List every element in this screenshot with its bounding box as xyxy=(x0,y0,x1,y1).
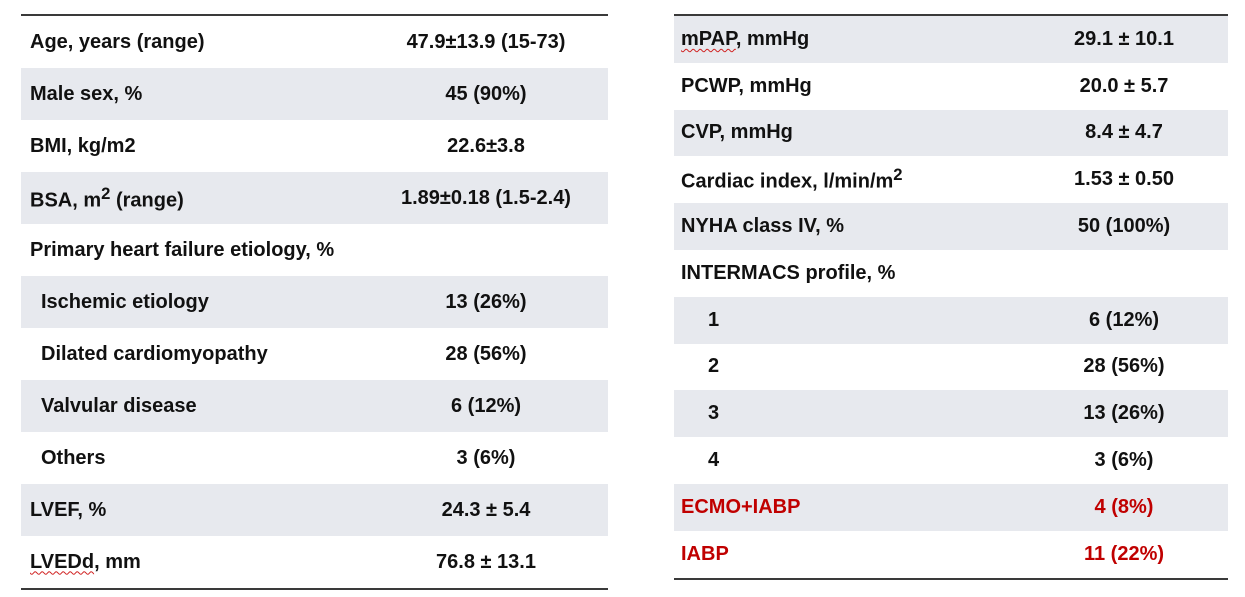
row-label: NYHA class IV, % xyxy=(681,215,845,238)
label-text: Cardiac index, l/min/m xyxy=(681,171,894,194)
row-value: 1.53 ± 0.50 xyxy=(1074,168,1174,191)
row-label: IABP xyxy=(681,542,729,565)
table-row-nyha: NYHA class IV, % 50 (100%) xyxy=(674,203,1228,250)
row-label: 3 xyxy=(708,402,720,425)
row-value: 24.3 ± 5.4 xyxy=(441,498,531,521)
table-row-etiology-header: Primary heart failure etiology, % xyxy=(21,224,608,276)
row-value: 13 (26%) xyxy=(445,290,527,313)
row-label: BSA, m2 (range) xyxy=(21,184,184,213)
table-row-lvedd: LVEDd, mm 76.8 ± 13.1 xyxy=(21,536,608,588)
label-superscript: 2 xyxy=(893,165,903,185)
row-label: Ischemic etiology xyxy=(41,290,209,313)
row-value: 22.6±3.8 xyxy=(447,134,525,157)
table-row-dilated: Dilated cardiomyopathy 28 (56%) xyxy=(21,328,608,380)
row-value: 6 (12%) xyxy=(1088,308,1160,331)
spellcheck-marked-text: LVEDd xyxy=(30,550,95,573)
table-row-intermacs-4: 4 3 (6%) xyxy=(674,437,1228,484)
row-label: CVP, mmHg xyxy=(681,121,793,144)
row-value: 45 (90%) xyxy=(445,82,527,105)
row-value: 8.4 ± 4.7 xyxy=(1085,121,1163,144)
table-row-cvp: CVP, mmHg 8.4 ± 4.7 xyxy=(674,109,1228,157)
hemodynamics-table-right: mPAP, mmHg 29.1 ± 10.1 PCWP, mmHg 20.0 ±… xyxy=(674,14,1228,580)
table-row-bmi: BMI, kg/m2 22.6±3.8 xyxy=(21,120,608,172)
row-value: 3 (6%) xyxy=(1094,449,1154,472)
row-label: 4 xyxy=(708,449,720,472)
table-row-valvular: Valvular disease 6 (12%) xyxy=(21,380,608,432)
row-label: mPAP, mmHg xyxy=(674,28,809,51)
table-row-intermacs-3: 3 13 (26%) xyxy=(674,390,1228,438)
row-label: Age, years (range) xyxy=(30,30,205,53)
row-value: 28 (56%) xyxy=(1083,355,1165,378)
table-row-intermacs-2: 2 28 (56%) xyxy=(674,344,1228,391)
table-row-ischemic: Ischemic etiology 13 (26%) xyxy=(21,276,608,328)
row-label: Male sex, % xyxy=(30,82,143,105)
table-row-pcwp: PCWP, mmHg 20.0 ± 5.7 xyxy=(674,63,1228,110)
table-row-male-sex: Male sex, % 45 (90%) xyxy=(21,68,608,120)
row-label: PCWP, mmHg xyxy=(681,74,812,97)
row-label: INTERMACS profile, % xyxy=(681,261,896,284)
row-value: 76.8 ± 13.1 xyxy=(436,550,536,573)
row-label: ECMO+IABP xyxy=(681,495,801,518)
row-value: 3 (6%) xyxy=(456,446,516,469)
table-row-ecmo-iabp: ECMO+IABP 4 (8%) xyxy=(674,483,1228,531)
table-row-iabp: IABP 11 (22%) xyxy=(674,531,1228,578)
row-value: 47.9±13.9 (15-73) xyxy=(406,30,566,53)
row-value: 11 (22%) xyxy=(1083,542,1165,565)
label-text: BSA, m xyxy=(30,189,102,212)
table-row-lvef: LVEF, % 24.3 ± 5.4 xyxy=(21,484,608,536)
table-row-others: Others 3 (6%) xyxy=(21,432,608,484)
row-label: 2 xyxy=(708,355,720,378)
label-superscript: 2 xyxy=(101,183,111,203)
label-text-suffix: (range) xyxy=(110,189,184,212)
row-value: 1.89±0.18 (1.5-2.4) xyxy=(401,186,571,209)
baseline-characteristics-table-left: Age, years (range) 47.9±13.9 (15-73) Mal… xyxy=(21,14,608,590)
row-label: Primary heart failure etiology, % xyxy=(30,238,335,261)
label-text-suffix: , mm xyxy=(94,550,141,573)
table-row-age: Age, years (range) 47.9±13.9 (15-73) xyxy=(21,16,608,68)
row-label: Dilated cardiomyopathy xyxy=(41,342,268,365)
table-row-intermacs-header: INTERMACS profile, % xyxy=(674,250,1228,297)
row-value: 4 (8%) xyxy=(1094,495,1154,518)
table-row-mpap: mPAP, mmHg 29.1 ± 10.1 xyxy=(674,16,1228,63)
table-row-bsa: BSA, m2 (range) 1.89±0.18 (1.5-2.4) xyxy=(21,172,608,224)
spellcheck-marked-text: mPAP xyxy=(681,27,736,50)
table-row-cardiac-index: Cardiac index, l/min/m2 1.53 ± 0.50 xyxy=(674,156,1228,203)
row-value: 6 (12%) xyxy=(450,394,522,417)
row-value: 50 (100%) xyxy=(1077,215,1171,238)
row-value: 29.1 ± 10.1 xyxy=(1074,27,1174,50)
row-label: 1 xyxy=(708,308,720,331)
row-label: LVEDd, mm xyxy=(21,551,141,574)
row-label: Cardiac index, l/min/m2 xyxy=(674,165,903,194)
row-value: 20.0 ± 5.7 xyxy=(1079,74,1169,97)
row-label: Valvular disease xyxy=(41,394,197,417)
row-value: 28 (56%) xyxy=(445,342,527,365)
label-text-suffix: , mmHg xyxy=(735,27,810,50)
row-label: LVEF, % xyxy=(30,498,107,521)
row-label: BMI, kg/m2 xyxy=(30,134,136,157)
row-value: 13 (26%) xyxy=(1083,402,1165,425)
row-label: Others xyxy=(41,446,106,469)
table-row-intermacs-1: 1 6 (12%) xyxy=(674,296,1228,344)
